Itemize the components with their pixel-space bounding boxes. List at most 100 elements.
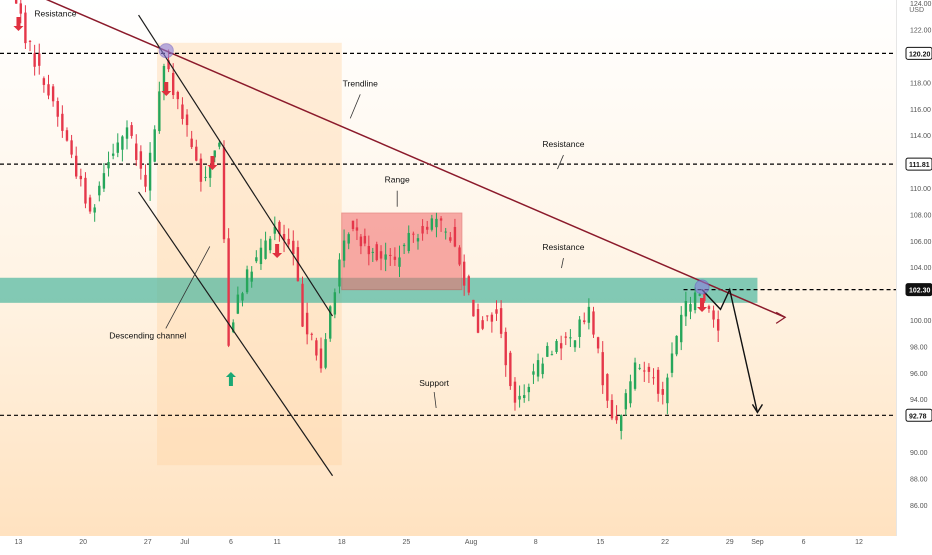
candle-body-139 [638, 367, 641, 369]
annotations: Resistance Trendline Resistance Range Resist… [34, 8, 585, 409]
candle-body-49 [227, 238, 230, 346]
candle-body-142 [652, 377, 655, 379]
candle-body-148 [680, 314, 683, 343]
candle-body-18 [84, 177, 87, 204]
price-label-1: 111.81 [909, 162, 930, 169]
annotation-4: Resistance [542, 242, 584, 252]
channel-line-upper [138, 14, 334, 317]
candle-body-125 [573, 340, 577, 348]
candle-body-112 [513, 381, 517, 403]
annotation-2: Resistance [542, 139, 584, 149]
currency-label: USD [909, 7, 924, 14]
candle-body-118 [541, 363, 544, 375]
candle-body-75 [347, 234, 350, 244]
candle-body-128 [587, 306, 591, 323]
candle-body-60 [278, 221, 281, 235]
candle-body-108 [495, 309, 498, 314]
y-tick-11: 100.00 [910, 318, 932, 325]
candle-body-84 [384, 254, 387, 260]
candle-body-98 [449, 237, 452, 241]
candle-body-97 [444, 231, 447, 233]
candle-body-55 [255, 257, 258, 262]
y-tick-5: 114.00 [910, 133, 931, 140]
candle-body-29 [135, 143, 138, 160]
down-arrow-4 [697, 298, 708, 312]
price-label-box-3 [905, 408, 932, 422]
candle-body-110 [504, 331, 507, 366]
touch-circle-1 [158, 43, 174, 59]
candle-body-44 [204, 176, 207, 178]
candle-body-137 [629, 381, 632, 404]
candle-body-122 [559, 343, 563, 349]
y-tick-13: 96.00 [910, 371, 928, 378]
x-tick-14: 6 [802, 539, 806, 546]
candle-body-40 [185, 114, 189, 126]
candle-body-10 [47, 84, 50, 96]
candle-body-53 [245, 269, 249, 293]
candle-body-141 [647, 366, 651, 372]
candle-body-153 [703, 293, 706, 302]
candle-body-25 [116, 142, 119, 153]
candle-body-69 [319, 348, 323, 369]
candle-body-30 [139, 151, 143, 169]
candle-body-85 [389, 254, 392, 257]
candle-body-64 [296, 247, 300, 282]
candle-body-104 [476, 309, 480, 333]
x-tick-13: Sep [751, 539, 764, 546]
annotation-6: Support [419, 378, 449, 388]
candle-body-154 [707, 306, 711, 309]
annotation-pointer-2 [557, 154, 564, 170]
candle-body-81 [371, 251, 374, 253]
candle-body-72 [333, 292, 337, 315]
candle-body-32 [148, 152, 152, 191]
annotation-pointer-5 [165, 246, 211, 329]
candle-body-99 [453, 226, 457, 247]
candle-body-113 [518, 395, 521, 400]
candle-body-8 [38, 53, 41, 66]
candle-body-38 [176, 91, 180, 100]
candle-body-155 [712, 310, 715, 320]
candle-body-107 [490, 314, 494, 322]
candle-body-21 [98, 185, 101, 196]
candle-body-80 [367, 245, 371, 255]
candle-body-63 [292, 240, 295, 255]
x-tick-4: 6 [229, 539, 233, 546]
candle-body-9 [42, 78, 46, 85]
candle-body-151 [693, 292, 697, 311]
x-tick-7: 25 [403, 539, 411, 546]
up-arrow-0 [225, 372, 236, 386]
y-tick-14: 94.00 [910, 397, 928, 404]
candle-body-100 [458, 247, 461, 265]
candle-body-129 [592, 311, 595, 335]
annotation-pointer-4 [561, 257, 564, 269]
candle-body-74 [342, 240, 346, 261]
candle-body-117 [536, 360, 540, 377]
candle-body-39 [181, 104, 184, 119]
candle-body-147 [675, 335, 678, 355]
y-tick-7: 110.00 [910, 186, 931, 193]
candle-body-52 [241, 293, 244, 301]
range-box [341, 212, 463, 291]
candle-body-68 [315, 340, 318, 356]
candle-body-5 [24, 12, 27, 44]
candle-body-33 [153, 129, 156, 162]
candle-body-106 [486, 315, 489, 317]
candle-body-149 [684, 301, 688, 317]
candle-body-73 [338, 259, 341, 287]
candle-body-35 [162, 65, 166, 94]
candle-body-109 [499, 308, 503, 334]
candle-body-45 [208, 166, 212, 178]
candle-body-90 [412, 233, 415, 235]
annotation-pointer-6 [433, 391, 437, 409]
y-tick-3: 118.00 [910, 80, 931, 87]
candle-body-131 [601, 352, 604, 386]
trendline-arrowhead [775, 311, 787, 324]
candle-body-15 [70, 140, 73, 155]
candle-body-27 [125, 127, 129, 139]
candle-body-134 [615, 416, 618, 421]
candle-body-92 [421, 225, 424, 234]
candle-body-94 [430, 218, 434, 230]
y-tick-12: 98.00 [910, 344, 928, 351]
